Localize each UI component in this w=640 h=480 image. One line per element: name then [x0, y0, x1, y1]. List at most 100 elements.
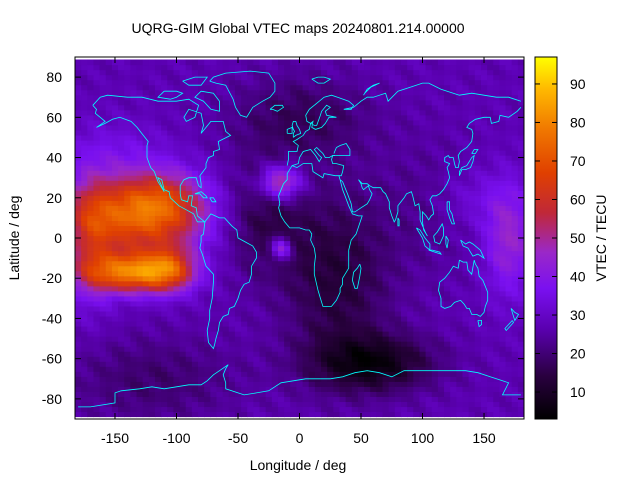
heatmap-cell	[253, 356, 261, 362]
heatmap-cell	[425, 320, 433, 327]
heatmap-cell	[511, 411, 519, 418]
heatmap-cell	[450, 310, 457, 317]
heatmap-cell	[191, 245, 199, 252]
heatmap-cell	[265, 245, 273, 252]
heatmap-cell	[425, 220, 433, 227]
heatmap-cell	[154, 114, 162, 121]
heatmap-cell	[370, 139, 377, 146]
heatmap-cell	[105, 119, 113, 126]
heatmap-cell	[99, 406, 107, 413]
heatmap-cell	[179, 200, 187, 206]
heatmap-cell	[425, 134, 433, 141]
heatmap-cell	[499, 180, 507, 186]
heatmap-cell	[271, 225, 279, 232]
heatmap-cell	[505, 240, 513, 247]
heatmap-cell	[321, 366, 328, 372]
heatmap-cell	[487, 406, 494, 413]
heatmap-cell	[222, 295, 230, 302]
heatmap-cell	[75, 346, 82, 352]
heatmap-cell	[468, 346, 476, 352]
heatmap-cell	[517, 381, 524, 387]
heatmap-cell	[388, 190, 396, 196]
heatmap-cell	[400, 210, 408, 216]
heatmap-cell	[81, 386, 88, 392]
heatmap-cell	[271, 134, 279, 141]
heatmap-cell	[271, 396, 279, 403]
heatmap-cell	[81, 250, 88, 257]
heatmap-cell	[407, 411, 414, 418]
heatmap-cell	[271, 205, 279, 211]
heatmap-cell	[161, 401, 168, 408]
heatmap-cell	[437, 351, 445, 357]
heatmap-cell	[130, 265, 138, 272]
heatmap-cell	[456, 376, 464, 382]
heatmap-cell	[382, 381, 390, 387]
heatmap-cell	[505, 411, 513, 418]
heatmap-cell	[345, 94, 353, 101]
heatmap-cell	[247, 376, 254, 382]
heatmap-cell	[499, 144, 507, 151]
heatmap-cell	[161, 230, 168, 237]
heatmap-cell	[81, 134, 88, 141]
heatmap-cell	[511, 336, 519, 342]
heatmap-cell	[290, 139, 298, 146]
heatmap-cell	[259, 250, 267, 257]
heatmap-cell	[118, 381, 125, 387]
heatmap-cell	[265, 305, 273, 312]
heatmap-cell	[499, 114, 507, 121]
heatmap-cell	[444, 119, 451, 126]
heatmap-cell	[382, 170, 390, 176]
heatmap-cell	[407, 185, 414, 191]
heatmap-cell	[388, 411, 396, 418]
heatmap-cell	[290, 94, 298, 101]
heatmap-cell	[376, 331, 384, 337]
heatmap-cell	[376, 381, 384, 387]
heatmap-cell	[296, 381, 304, 387]
heatmap-cell	[265, 275, 273, 282]
heatmap-cell	[370, 104, 377, 111]
heatmap-cell	[314, 210, 322, 216]
heatmap-cell	[111, 99, 119, 106]
heatmap-cell	[185, 320, 193, 327]
heatmap-cell	[161, 205, 168, 211]
heatmap-cell	[99, 325, 107, 332]
heatmap-cell	[413, 74, 421, 81]
heatmap-cell	[271, 401, 279, 408]
heatmap-cell	[394, 170, 402, 176]
heatmap-cell	[499, 305, 507, 312]
heatmap-cell	[456, 391, 464, 397]
heatmap-cell	[99, 185, 107, 191]
heatmap-cell	[511, 190, 519, 196]
heatmap-cell	[148, 401, 156, 408]
heatmap-cell	[271, 129, 279, 136]
heatmap-cell	[111, 240, 119, 247]
heatmap-cell	[222, 119, 230, 126]
heatmap-cell	[148, 250, 156, 257]
heatmap-cell	[148, 104, 156, 111]
heatmap-cell	[517, 346, 524, 352]
heatmap-cell	[364, 366, 371, 372]
heatmap-cell	[413, 401, 421, 408]
heatmap-cell	[382, 351, 390, 357]
heatmap-cell	[517, 376, 524, 382]
heatmap-cell	[364, 351, 371, 357]
heatmap-cell	[124, 190, 131, 196]
heatmap-cell	[431, 391, 439, 397]
heatmap-cell	[456, 180, 464, 186]
heatmap-cell	[493, 190, 500, 196]
heatmap-cell	[265, 280, 273, 287]
heatmap-cell	[228, 180, 236, 186]
heatmap-cell	[124, 109, 131, 116]
heatmap-cell	[130, 295, 138, 302]
heatmap-cell	[419, 366, 427, 372]
heatmap-cell	[339, 185, 347, 191]
heatmap-cell	[333, 150, 341, 156]
heatmap-cell	[505, 200, 513, 206]
heatmap-cell	[351, 205, 359, 211]
heatmap-cell	[87, 265, 95, 272]
heatmap-cell	[431, 225, 439, 232]
heatmap-cell	[339, 290, 347, 297]
heatmap-cell	[75, 381, 82, 387]
heatmap-cell	[75, 336, 82, 342]
heatmap-cell	[407, 150, 414, 156]
